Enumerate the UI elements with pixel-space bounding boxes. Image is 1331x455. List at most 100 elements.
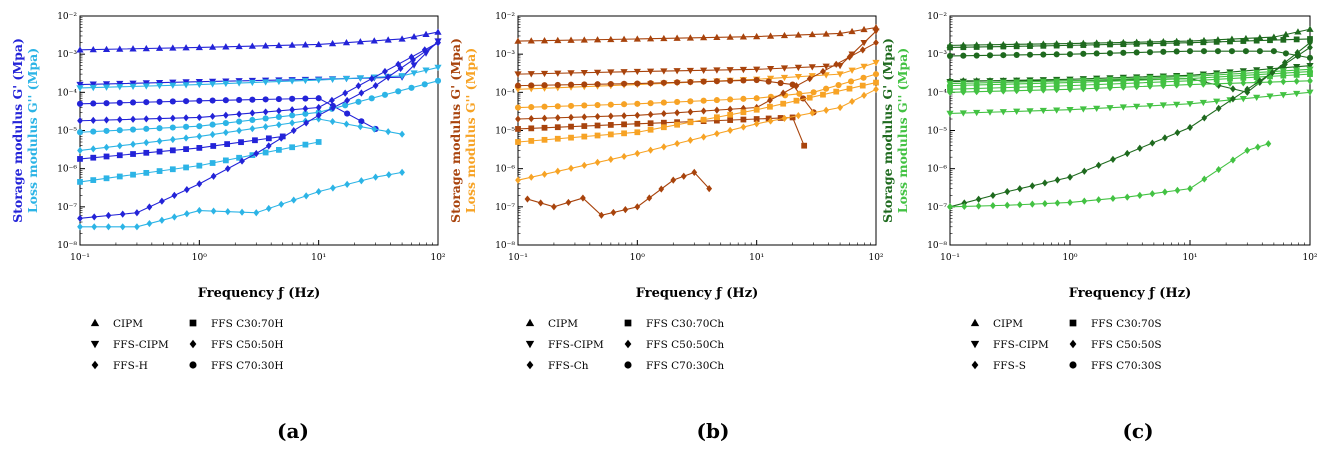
data-point bbox=[713, 33, 721, 41]
data-point bbox=[1013, 87, 1020, 95]
data-point bbox=[1227, 75, 1233, 82]
data-point bbox=[528, 104, 535, 111]
data-point bbox=[580, 70, 588, 77]
data-point bbox=[342, 102, 349, 109]
data-point bbox=[700, 78, 707, 85]
data-point bbox=[1029, 182, 1036, 190]
data-point bbox=[275, 96, 282, 103]
data-point bbox=[1307, 71, 1313, 78]
data-point bbox=[846, 53, 853, 61]
data-point bbox=[183, 146, 189, 153]
y-tick-label: 10⁻⁵ bbox=[495, 127, 515, 137]
data-point bbox=[1253, 94, 1261, 102]
data-point bbox=[1110, 194, 1116, 203]
data-point bbox=[102, 81, 111, 88]
data-point bbox=[397, 64, 404, 73]
data-point bbox=[1201, 114, 1208, 122]
data-point bbox=[290, 196, 297, 204]
data-point bbox=[1107, 81, 1113, 87]
data-point bbox=[691, 168, 698, 176]
data-point bbox=[568, 123, 574, 130]
data-point bbox=[674, 139, 680, 148]
data-point bbox=[288, 41, 296, 48]
data-point bbox=[116, 127, 123, 134]
data-point bbox=[1265, 140, 1272, 148]
data-point bbox=[1160, 48, 1167, 55]
data-point bbox=[528, 125, 535, 132]
y-tick-label: 10⁻⁸ bbox=[927, 241, 947, 251]
data-point bbox=[568, 134, 574, 141]
data-point bbox=[276, 107, 282, 115]
data-point bbox=[372, 173, 379, 181]
data-point bbox=[195, 43, 203, 51]
data-point bbox=[328, 39, 337, 47]
data-point bbox=[1294, 52, 1301, 60]
series-ffs-c70-30s-storage bbox=[946, 48, 1314, 61]
data-point bbox=[381, 91, 389, 98]
data-point bbox=[700, 133, 707, 141]
data-point bbox=[700, 34, 708, 41]
data-point bbox=[236, 96, 243, 104]
data-point bbox=[1054, 176, 1061, 184]
data-point bbox=[77, 117, 83, 125]
data-point bbox=[279, 133, 286, 140]
data-point bbox=[1054, 199, 1061, 207]
data-point bbox=[315, 139, 322, 145]
data-point bbox=[196, 206, 203, 215]
legend-marker bbox=[189, 319, 197, 327]
data-point bbox=[1293, 90, 1301, 98]
data-point bbox=[169, 114, 176, 122]
data-point bbox=[581, 102, 588, 109]
data-point bbox=[275, 78, 283, 86]
data-point bbox=[410, 62, 418, 69]
data-point bbox=[767, 96, 773, 104]
x-tick-label: 10² bbox=[1302, 253, 1317, 263]
data-point bbox=[554, 124, 561, 131]
data-point bbox=[1133, 103, 1141, 111]
data-point bbox=[767, 117, 774, 125]
data-point bbox=[301, 77, 310, 85]
data-point bbox=[398, 35, 406, 42]
data-point bbox=[660, 143, 667, 151]
y-tick-label: 10⁻⁴ bbox=[495, 88, 515, 98]
data-point bbox=[554, 114, 561, 122]
data-point bbox=[687, 119, 694, 126]
data-point bbox=[1147, 40, 1153, 47]
data-point bbox=[302, 141, 309, 148]
data-point bbox=[647, 110, 654, 119]
series-ffs-h-storage bbox=[77, 39, 441, 222]
data-point bbox=[77, 223, 83, 231]
series-ffs-c70-30ch-loss bbox=[514, 71, 880, 111]
data-point bbox=[634, 129, 641, 136]
legend-label: FFS C50:50H bbox=[211, 339, 284, 351]
data-point bbox=[236, 127, 242, 135]
data-point bbox=[986, 52, 994, 59]
data-point bbox=[315, 40, 323, 48]
data-point bbox=[835, 81, 842, 89]
data-point bbox=[398, 73, 406, 80]
data-point bbox=[1000, 52, 1007, 59]
data-point bbox=[594, 158, 601, 166]
legend-label: FFS-CIPM bbox=[113, 339, 169, 351]
data-point bbox=[1227, 38, 1233, 45]
data-point bbox=[1199, 99, 1207, 107]
legend-label: FFS-H bbox=[113, 360, 148, 372]
data-point bbox=[687, 136, 694, 144]
data-point bbox=[77, 146, 83, 155]
data-point bbox=[119, 210, 126, 218]
data-point bbox=[196, 145, 203, 151]
data-point bbox=[541, 170, 548, 178]
data-point bbox=[514, 86, 522, 93]
data-point bbox=[370, 37, 378, 44]
data-point bbox=[1213, 80, 1220, 88]
data-point bbox=[1307, 36, 1313, 42]
data-point bbox=[344, 110, 351, 117]
data-point bbox=[303, 119, 310, 127]
data-point bbox=[342, 89, 349, 97]
data-point bbox=[528, 138, 535, 144]
data-point bbox=[739, 33, 748, 40]
series-ffs-c70-30h-loss bbox=[76, 77, 442, 136]
data-point bbox=[1282, 60, 1288, 68]
data-point bbox=[368, 95, 375, 102]
legend-marker bbox=[624, 361, 632, 369]
